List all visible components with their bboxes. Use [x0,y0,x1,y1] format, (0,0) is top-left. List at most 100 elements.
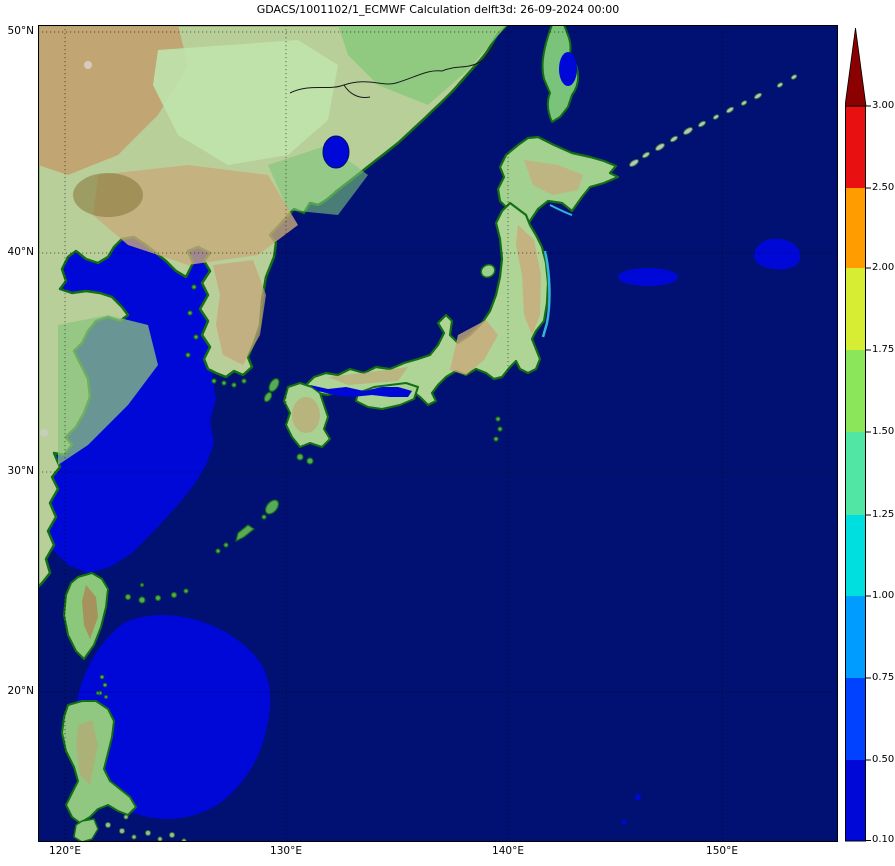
sakishima-islet [183,588,189,594]
lon-label-150e: 150°E [706,845,738,857]
sakhalin-bay-wave [559,52,577,86]
lake-khanka [322,135,350,169]
terrain-tan-center [93,165,298,265]
lon-label-140e: 140°E [492,845,524,857]
colorbar-seg-250-300 [845,106,866,188]
senkaku-islet [139,582,145,588]
figure-title: GDACS/1001102/1_ECMWF Calculation delft3… [256,3,620,16]
kuril-islet [683,127,693,135]
colorbar-seg-075-100 [845,596,866,678]
visayas-islet [157,836,163,842]
colorbar-seg-100-125 [845,515,866,596]
sado-island [480,263,496,279]
terrain-gray-speck-2 [40,429,48,437]
colorbar-tick-marks [866,105,871,841]
seto-inland-sea-wave [310,385,412,397]
korea-islet [193,334,199,340]
kuril-islands [629,74,798,167]
sakishima-islet [138,596,146,604]
okinawa-island [235,524,256,543]
cb-label-250: 2.50 [872,182,895,193]
colorbar [845,27,871,842]
izu-islet [497,426,503,432]
kuril-islet [641,151,651,159]
kuril-islet [740,100,748,106]
visayas-islet [119,828,125,834]
terrain-tan-hokkaido [524,160,583,195]
babuyan-islet [104,695,108,699]
hokkaido-coast-wave-fringe [549,204,573,216]
cb-label-150: 1.50 [872,426,895,437]
colorbar-seg-150-175 [845,350,866,432]
wave-speck-1 [635,794,641,800]
korea-islet [221,380,227,386]
batanes-islet [99,674,105,680]
ryukyu-islet [306,457,314,465]
kuril-islet [753,92,763,100]
wave-epicenter-field [75,615,271,819]
korea-islet [185,352,191,358]
colorbar-outline [845,105,866,842]
wave-patch-east-2 [754,238,801,270]
terrain-green-northeast [338,25,507,105]
cb-label-075: 0.75 [872,672,895,683]
river-line-1 [289,70,443,94]
colorbar-seg-050-075 [845,678,866,760]
map-border [38,25,838,842]
izu-islet [495,416,501,422]
korea-islet [187,310,193,316]
terrain-tan-chugoku [328,367,408,385]
ryukyu-islet [223,542,229,548]
river-amur [289,44,497,98]
terrain-tan-chubu [450,320,498,375]
visayas-islet [145,830,151,836]
coastal-islets [185,284,503,442]
visayas-islet [123,814,129,820]
ryukyu-islet [215,548,221,554]
kuril-islet [776,82,784,88]
tsushima-islet [268,378,280,392]
terrain-tan-kyushu [292,397,320,433]
coastal-wave-fringes [541,204,573,338]
terrain-tan-tohoku [516,225,541,335]
map-canvas [38,25,838,842]
ryukyu-islet [296,453,304,461]
korea-islet [241,378,247,384]
visayas-islet [169,832,175,838]
kuril-islet [712,114,720,120]
terrain-plain-pale [153,40,338,165]
terrain-tan-luzon [76,720,98,785]
kuril-islet [629,159,639,167]
wave-speck-2 [621,819,627,825]
colorbar-seg-010-050 [845,760,866,841]
colorbar-seg-175-200 [845,268,866,350]
kuril-islet [669,135,679,143]
visayas-islets [105,814,187,842]
terrain-gray-speck-1 [84,61,92,69]
luzon-south-blob [73,818,99,842]
korea-islet [211,378,217,384]
cb-label-175: 1.75 [872,344,895,355]
ryukyu-islands [124,453,314,604]
cb-label-050: 0.50 [872,754,895,765]
colorbar-arrow-above-max [845,27,867,107]
kuril-islet [790,74,798,80]
colorbar-seg-125-150 [845,432,866,515]
cb-label-200: 2.00 [872,262,895,273]
wave-patch-east-1 [618,268,678,286]
lat-label-40n: 40°N [7,246,34,258]
tohoku-coast-wave-fringe [541,250,551,338]
grid-lines [38,25,838,842]
izu-islet [493,436,499,442]
korea-islet [231,382,237,388]
lon-label-120e: 120°E [49,845,81,857]
lat-label-50n: 50°N [7,25,34,37]
sakishima-islet [154,594,162,602]
kuril-islet [697,120,707,128]
terrain-shading-mainland [38,25,507,465]
cb-label-100: 1.00 [872,590,895,601]
visayas-islet [105,822,111,828]
cb-label-300: 3.00 [872,100,895,111]
river-line-3 [343,84,371,98]
